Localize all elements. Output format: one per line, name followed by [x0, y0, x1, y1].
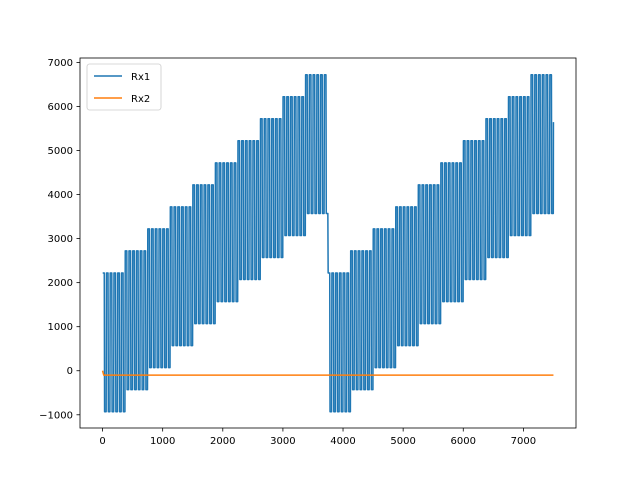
y-tick-label: 4000	[48, 190, 73, 201]
x-tick-label: 7000	[511, 436, 536, 447]
x-tick-label: 4000	[330, 436, 355, 447]
plot-area	[101, 73, 555, 413]
y-tick-label: 3000	[48, 234, 73, 245]
axes-frame	[79, 57, 577, 429]
y-tick-label: 6000	[48, 102, 73, 113]
series-line-rx1	[102, 73, 555, 413]
x-tick-label: 3000	[270, 436, 295, 447]
y-tick-label: 5000	[48, 146, 73, 157]
y-tick-label: −1000	[39, 410, 73, 421]
y-tick-label: 1000	[48, 322, 73, 333]
series-line-rx2	[101, 370, 554, 376]
axes: 0 1000 2000 3000 4000 5000 6000 7000 −1000 0 1000 2…	[39, 57, 577, 447]
legend: Rx1 Rx2	[86, 63, 162, 111]
y-tick-label: 7000	[48, 58, 73, 69]
y-tick-label: 2000	[48, 278, 73, 289]
x-tick-label: 0	[99, 436, 105, 447]
legend-label-rx1: Rx1	[131, 72, 150, 83]
x-tick-label: 5000	[390, 436, 415, 447]
y-tick-label: 0	[67, 366, 73, 377]
x-tick-label: 2000	[210, 436, 235, 447]
legend-label-rx2: Rx2	[131, 94, 150, 105]
x-tick-label: 6000	[451, 436, 476, 447]
x-tick-label: 1000	[150, 436, 175, 447]
